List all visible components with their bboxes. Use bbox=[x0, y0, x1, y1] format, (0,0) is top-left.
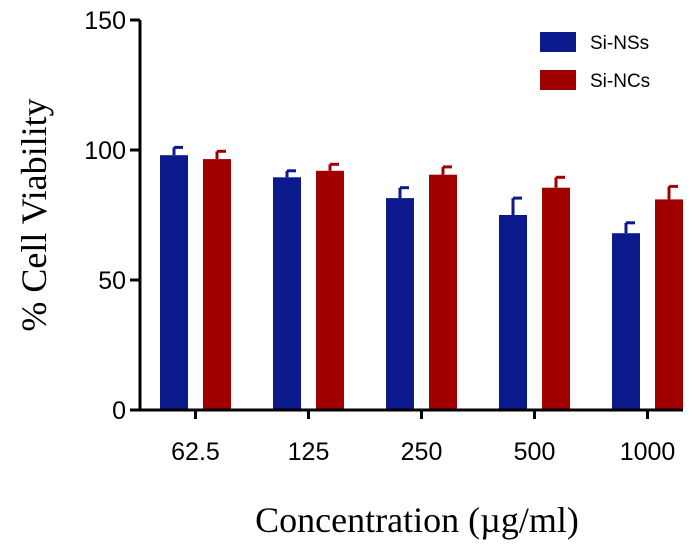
bar-si-nss-250 bbox=[386, 198, 414, 410]
x-tick-label: 1000 bbox=[620, 438, 676, 466]
legend-label: Si-NSs bbox=[590, 33, 649, 54]
error-bar-si-ncs-250 bbox=[441, 165, 452, 175]
y-tick-label: 150 bbox=[84, 7, 126, 35]
x-ticks: 62.5 125 250 500 1000 bbox=[171, 410, 675, 466]
x-tick-label: 250 bbox=[401, 438, 443, 466]
error-bar-si-nss-500 bbox=[511, 196, 522, 215]
bar-si-ncs-1000 bbox=[655, 199, 683, 410]
error-bar-si-ncs-125 bbox=[328, 162, 339, 171]
bar-si-nss-1000 bbox=[612, 233, 640, 410]
legend: Si-NSs Si-NCs bbox=[540, 32, 650, 92]
bar-si-nss-125 bbox=[273, 177, 301, 410]
bar-si-ncs-125 bbox=[316, 170, 344, 410]
x-tick-label: 62.5 bbox=[171, 438, 220, 466]
error-bar-si-nss-250 bbox=[398, 186, 409, 199]
bar-si-ncs-62.5 bbox=[203, 159, 231, 410]
legend-label: Si-NCs bbox=[590, 71, 650, 92]
x-axis-title: Concentration (µg/ml) bbox=[255, 500, 579, 540]
bar-si-ncs-250 bbox=[429, 174, 457, 410]
error-bar-si-nss-62.5 bbox=[172, 145, 183, 156]
error-bar-si-nss-125 bbox=[285, 169, 296, 178]
bar-si-ncs-500 bbox=[542, 187, 570, 410]
y-ticks: 0 50 100 150 bbox=[84, 7, 140, 425]
x-tick-label: 500 bbox=[514, 438, 556, 466]
legend-item-si-nss: Si-NSs bbox=[540, 32, 649, 54]
error-bar-si-ncs-500 bbox=[554, 175, 565, 188]
error-bars-layer bbox=[172, 145, 678, 234]
y-tick-label: 100 bbox=[84, 137, 126, 165]
x-tick-label: 125 bbox=[288, 438, 330, 466]
error-bar-si-ncs-1000 bbox=[667, 184, 678, 200]
legend-swatch bbox=[540, 70, 576, 90]
error-bar-si-nss-1000 bbox=[624, 221, 635, 234]
legend-item-si-ncs: Si-NCs bbox=[540, 70, 650, 92]
y-axis-title: % Cell Viability bbox=[14, 98, 54, 331]
y-tick-label: 0 bbox=[112, 397, 126, 425]
legend-swatch bbox=[540, 32, 576, 52]
bars-layer bbox=[160, 155, 683, 410]
error-bar-si-ncs-62.5 bbox=[215, 149, 226, 160]
bar-si-nss-500 bbox=[499, 215, 527, 410]
y-tick-label: 50 bbox=[98, 267, 126, 295]
bar-si-nss-62.5 bbox=[160, 155, 188, 410]
